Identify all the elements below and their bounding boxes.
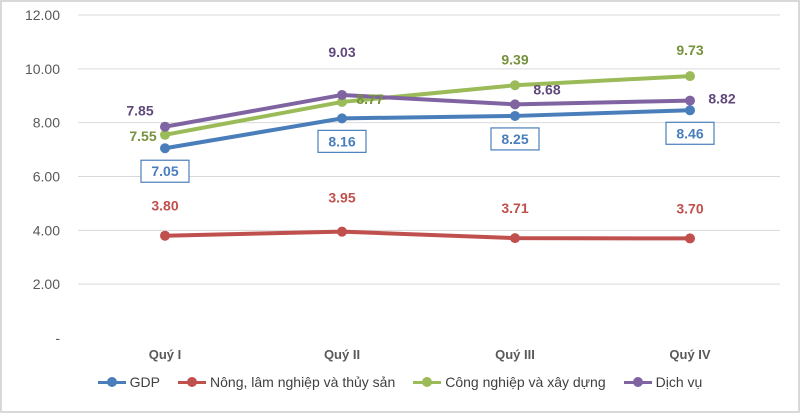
y-tick-label: 4.00 bbox=[33, 222, 60, 238]
data-point bbox=[685, 233, 695, 244]
data-label-box bbox=[665, 121, 715, 145]
data-point bbox=[160, 129, 170, 140]
data-point bbox=[337, 113, 347, 124]
data-point bbox=[510, 99, 520, 110]
legend-item: Công nghiệp và xây dựng bbox=[413, 374, 606, 390]
data-label: 8.68 bbox=[533, 81, 560, 97]
series-line bbox=[164, 74, 691, 137]
data-label: 3.80 bbox=[151, 198, 178, 214]
data-label: 7.55 bbox=[129, 128, 156, 144]
legend-swatch-icon bbox=[97, 377, 126, 387]
legend-label: GDP bbox=[129, 374, 161, 390]
data-point bbox=[510, 80, 520, 91]
data-label: 8.16 bbox=[328, 133, 355, 149]
data-point bbox=[510, 233, 520, 244]
y-tick-label: 8.00 bbox=[33, 115, 60, 131]
data-label: 7.85 bbox=[126, 103, 153, 119]
series-line bbox=[164, 92, 691, 129]
data-label: 9.73 bbox=[676, 42, 703, 58]
y-tick-label: 2.00 bbox=[33, 276, 60, 292]
x-tick-label: Quý II bbox=[324, 347, 360, 362]
data-label: 3.95 bbox=[328, 190, 355, 206]
y-tick-label: 10.00 bbox=[25, 61, 60, 77]
data-point bbox=[685, 95, 695, 106]
x-tick-label: Quý IV bbox=[669, 347, 711, 362]
data-label: 8.82 bbox=[708, 91, 735, 107]
data-point bbox=[337, 96, 347, 107]
data-label: 3.71 bbox=[501, 200, 528, 216]
data-point bbox=[510, 110, 520, 121]
y-tick-label: 6.00 bbox=[33, 169, 60, 185]
data-point bbox=[160, 143, 170, 154]
data-label: 8.46 bbox=[676, 125, 703, 141]
data-label: 9.39 bbox=[501, 51, 528, 67]
data-point bbox=[685, 105, 695, 116]
legend-label: Dịch vụ bbox=[655, 374, 703, 390]
x-tick-label: Quý III bbox=[495, 347, 535, 362]
series-line bbox=[164, 108, 691, 151]
legend-item: Dịch vụ bbox=[623, 374, 703, 390]
series-line bbox=[164, 229, 691, 241]
legend-swatch-icon bbox=[178, 377, 207, 387]
legend: GDP Nông, lâm nghiệp và thủy sản Công nghi… bbox=[0, 374, 800, 390]
legend-item: GDP bbox=[97, 374, 161, 390]
legend-label: Nông, lâm nghiệp và thủy sản bbox=[210, 374, 396, 390]
data-label: 8.25 bbox=[501, 131, 528, 147]
data-label-box bbox=[490, 127, 540, 151]
y-tick-label: 12.00 bbox=[25, 7, 60, 23]
data-label-box bbox=[140, 159, 190, 183]
legend-swatch-icon bbox=[413, 377, 442, 387]
data-point bbox=[337, 89, 347, 100]
data-label: 3.70 bbox=[676, 200, 703, 216]
data-label: 8.77 bbox=[356, 91, 383, 107]
data-label-box bbox=[317, 129, 367, 153]
legend-swatch-icon bbox=[623, 377, 652, 387]
data-label: 9.03 bbox=[328, 44, 355, 60]
legend-label: Công nghiệp và xây dựng bbox=[445, 374, 606, 390]
data-label: 7.05 bbox=[151, 163, 178, 179]
y-tick-label: - bbox=[55, 330, 60, 346]
data-point bbox=[160, 121, 170, 132]
data-point bbox=[160, 230, 170, 241]
data-point bbox=[685, 71, 695, 82]
data-point bbox=[337, 226, 347, 237]
legend-item: Nông, lâm nghiệp và thủy sản bbox=[178, 374, 395, 390]
x-tick-label: Quý I bbox=[149, 347, 182, 362]
